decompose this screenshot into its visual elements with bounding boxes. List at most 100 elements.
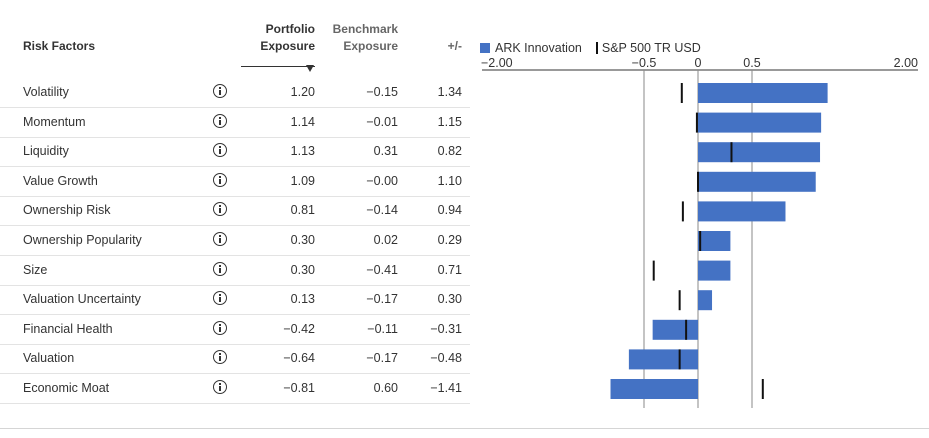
benchmark-exposure-tick[interactable] (681, 201, 684, 222)
benchmark-exposure-value: 0.60 (373, 381, 398, 395)
benchmark-exposure-value: 0.02 (373, 233, 398, 247)
info-icon[interactable] (213, 143, 227, 158)
portfolio-exposure-value: 0.81 (290, 203, 315, 218)
portfolio-exposure-value: −0.42 (283, 321, 315, 336)
portfolio-exposure-value: 1.20 (290, 85, 315, 99)
benchmark-exposure-value: −0.17 (366, 292, 398, 307)
difference-value: 0.94 (437, 203, 462, 218)
difference-value: 0.30 (437, 292, 462, 307)
x-tick-label: −2.00 (481, 56, 513, 70)
portfolio-exposure-value: 1.09 (290, 173, 315, 188)
table-row: Ownership Risk 0.81 −0.14 0.94 (0, 196, 470, 227)
table-row: Valuation Uncertainty 0.13 −0.17 0.30 (0, 285, 470, 316)
info-icon[interactable] (213, 320, 227, 335)
table-row: Financial Health −0.42 −0.11 −0.31 (0, 315, 470, 345)
risk-factor-name: Value Growth (23, 173, 98, 188)
legend-tick-benchmark (595, 42, 598, 54)
x-tick-label: −0.5 (632, 56, 657, 70)
benchmark-exposure-tick[interactable] (678, 349, 681, 370)
portfolio-exposure-value: 0.30 (290, 262, 315, 277)
portfolio-exposure-value: −0.64 (283, 351, 315, 366)
info-icon[interactable] (213, 84, 227, 98)
risk-factor-name: Economic Moat (23, 381, 110, 395)
difference-value: −0.48 (430, 351, 462, 366)
benchmark-exposure-tick[interactable] (678, 290, 681, 311)
portfolio-exposure-header[interactable]: Portfolio Exposure (255, 21, 315, 55)
fund-exposure-bar[interactable] (698, 260, 731, 281)
benchmark-exposure-tick[interactable] (697, 171, 699, 192)
benchmark-header-line1: Benchmark (332, 22, 398, 36)
benchmark-exposure-value: −0.15 (366, 85, 398, 99)
legend-label-benchmark: S&P 500 TR USD (601, 41, 701, 55)
portfolio-exposure-value: 1.13 (290, 144, 315, 159)
risk-factor-name: Size (23, 262, 48, 277)
info-icon[interactable] (213, 232, 227, 246)
benchmark-exposure-tick[interactable] (652, 260, 655, 281)
fund-exposure-bar[interactable] (698, 142, 821, 163)
benchmark-exposure-tick[interactable] (730, 142, 733, 163)
risk-factor-name: Ownership Popularity (23, 233, 142, 247)
benchmark-exposure-tick[interactable] (761, 379, 764, 399)
benchmark-exposure-value: −0.01 (366, 114, 398, 129)
sort-descending-icon[interactable] (306, 65, 314, 72)
benchmark-exposure-header[interactable]: Benchmark Exposure (330, 21, 398, 55)
fund-exposure-bar[interactable] (698, 112, 822, 133)
difference-value: 0.82 (437, 144, 462, 159)
fund-exposure-bar[interactable] (698, 290, 713, 311)
benchmark-exposure-tick[interactable] (695, 112, 698, 133)
x-tick-label: 0 (695, 56, 702, 70)
info-icon[interactable] (213, 113, 227, 128)
table-row: Valuation −0.64 −0.17 −0.48 (0, 344, 470, 375)
sort-indicator-line (241, 66, 315, 67)
info-icon[interactable] (213, 291, 227, 306)
portfolio-exposure-value: −0.81 (283, 381, 315, 395)
portfolio-exposure-value: 0.13 (290, 292, 315, 307)
info-icon[interactable] (213, 380, 227, 394)
table-row: Ownership Popularity 0.30 0.02 0.29 (0, 226, 470, 256)
fund-exposure-bar[interactable] (652, 319, 698, 340)
difference-value: 0.29 (437, 233, 462, 247)
portfolio-exposure-value: 0.30 (290, 233, 315, 247)
risk-factor-name: Valuation (23, 351, 75, 366)
portfolio-exposure-value: 1.14 (290, 114, 315, 129)
info-icon[interactable] (213, 202, 227, 217)
info-icon[interactable] (213, 261, 227, 276)
portfolio-header-line1: Portfolio (265, 22, 315, 36)
legend-swatch-fund (480, 43, 490, 53)
table-row: Size 0.30 −0.41 0.71 (0, 256, 470, 286)
benchmark-exposure-value: −0.14 (366, 203, 398, 218)
difference-value: 1.34 (437, 85, 462, 99)
difference-value: 1.10 (437, 173, 462, 188)
fund-exposure-bar[interactable] (698, 231, 731, 251)
fund-exposure-bar[interactable] (698, 83, 828, 103)
risk-factors-header[interactable]: Risk Factors (23, 39, 96, 53)
benchmark-exposure-tick[interactable] (685, 319, 688, 340)
info-icon[interactable] (213, 172, 227, 187)
risk-factor-name: Liquidity (23, 144, 69, 159)
difference-value: −1.41 (430, 381, 462, 395)
risk-factor-name: Momentum (23, 114, 86, 129)
risk-factor-name: Financial Health (23, 321, 113, 336)
info-icon[interactable] (213, 350, 227, 365)
table-row: Momentum 1.14 −0.01 1.15 (0, 108, 470, 138)
fund-exposure-bar[interactable] (698, 201, 786, 222)
benchmark-exposure-tick[interactable] (699, 231, 702, 251)
benchmark-header-line2: Exposure (343, 39, 398, 53)
fund-exposure-bar[interactable] (628, 349, 698, 370)
benchmark-exposure-value: 0.31 (373, 144, 398, 159)
difference-value: 1.15 (437, 114, 462, 129)
table-header: Risk Factors Portfolio Exposure Benchmar… (0, 0, 470, 78)
benchmark-exposure-tick[interactable] (680, 83, 683, 103)
table-row: Economic Moat −0.81 0.60 −1.41 (0, 374, 470, 404)
risk-factor-name: Ownership Risk (23, 203, 111, 218)
benchmark-exposure-value: −0.41 (366, 262, 398, 277)
chart-legend: ARK Innovation S&P 500 TR USD (480, 41, 701, 55)
fund-exposure-bar[interactable] (610, 379, 698, 399)
risk-factor-name: Valuation Uncertainty (23, 292, 141, 307)
bottom-divider (0, 428, 929, 429)
difference-value: −0.31 (430, 321, 462, 336)
table-row: Liquidity 1.13 0.31 0.82 (0, 137, 470, 168)
difference-header[interactable]: +/- (447, 39, 462, 53)
fund-exposure-bar[interactable] (698, 171, 816, 192)
